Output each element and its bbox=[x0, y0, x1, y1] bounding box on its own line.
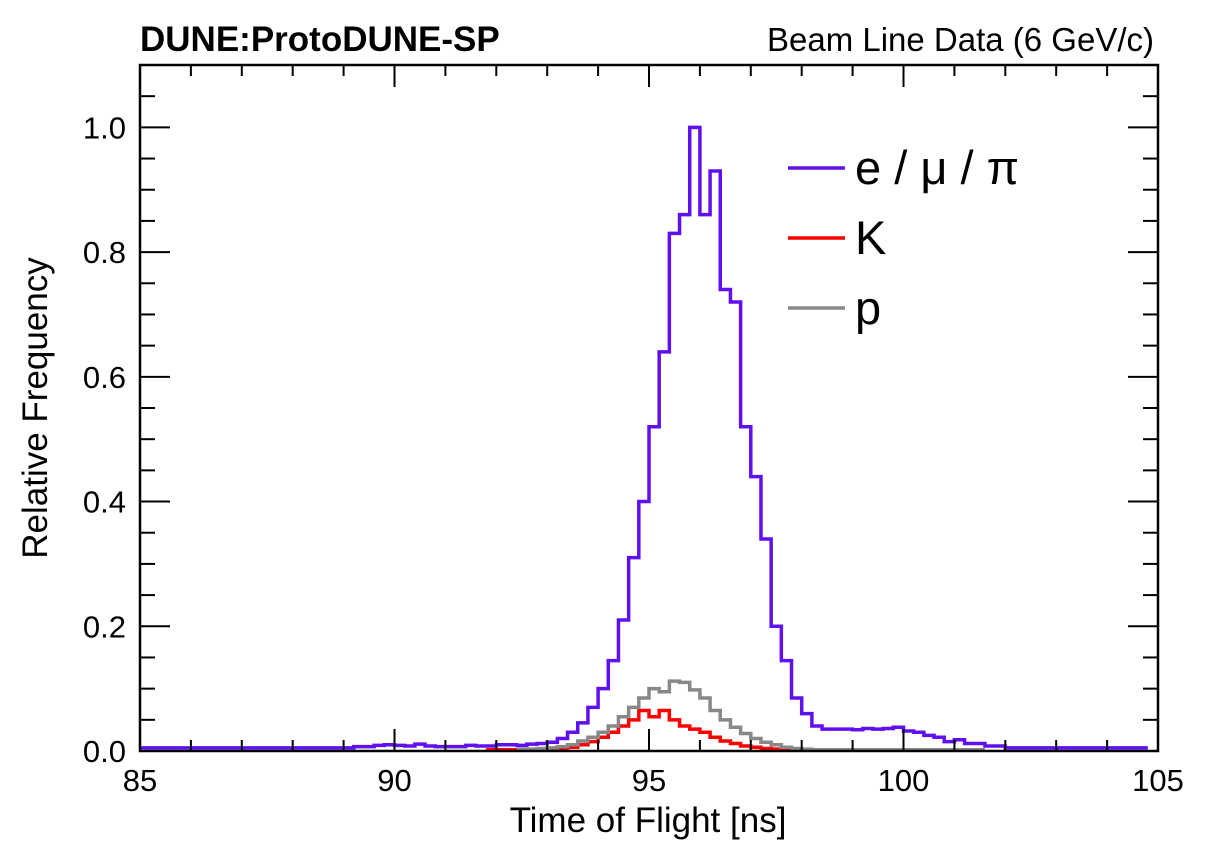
experiment-label: DUNE:ProtoDUNE-SP bbox=[140, 20, 500, 59]
dataset-label: Beam Line Data (6 GeV/c) bbox=[767, 21, 1154, 58]
y-tick-label: 0.2 bbox=[83, 609, 126, 644]
y-axis-title: Relative Frequency bbox=[16, 257, 55, 559]
x-tick-label: 95 bbox=[632, 763, 666, 798]
axis-ticks: 85 90 95 100 105 0.0 0.2 0.4 0.6 0.8 1.0 bbox=[83, 65, 1184, 798]
legend-label: K bbox=[855, 211, 886, 264]
y-tick-label: 0.4 bbox=[83, 485, 126, 520]
x-tick-label: 100 bbox=[878, 763, 930, 798]
x-tick-label: 105 bbox=[1132, 763, 1184, 798]
legend-label: p bbox=[855, 281, 881, 334]
legend: e / μ / π Kp bbox=[788, 141, 1019, 334]
series-group bbox=[140, 125, 1148, 752]
y-tick-label: 0.0 bbox=[83, 734, 126, 769]
series-line-0 bbox=[140, 125, 1148, 750]
x-axis-title: Time of Flight [ns] bbox=[510, 801, 787, 840]
y-tick-label: 0.6 bbox=[83, 360, 126, 395]
legend-label: e / μ / π bbox=[855, 141, 1019, 194]
y-tick-label: 0.8 bbox=[83, 235, 126, 270]
x-tick-label: 90 bbox=[377, 763, 411, 798]
x-tick-label: 85 bbox=[123, 763, 157, 798]
y-tick-label: 1.0 bbox=[83, 110, 126, 145]
